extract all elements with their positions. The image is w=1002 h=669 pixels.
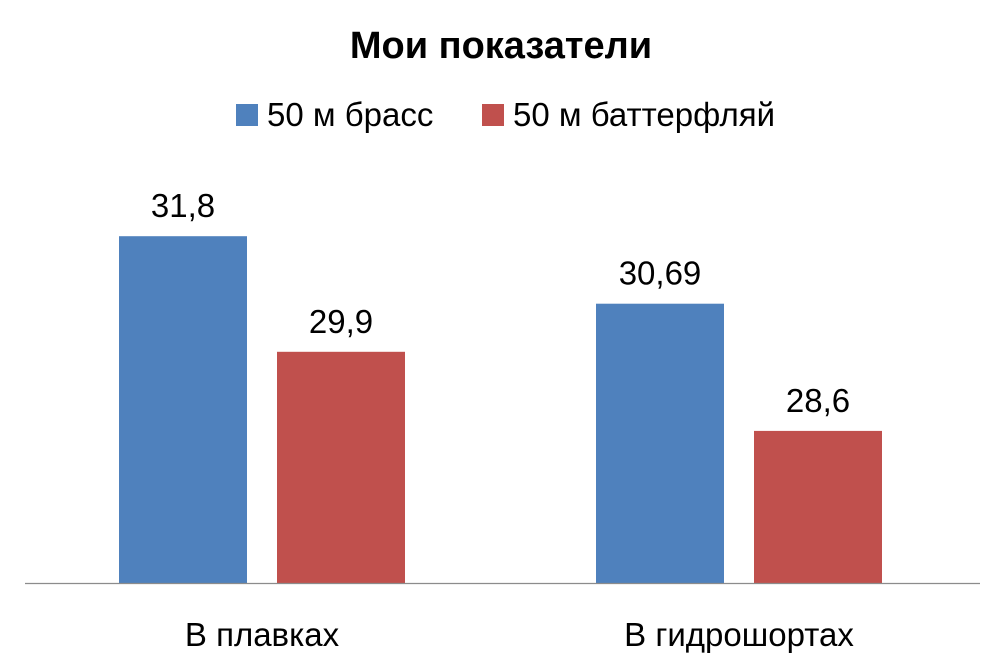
bars: [119, 236, 882, 583]
bar-butterfly-1: [277, 351, 405, 583]
legend-label-butterfly: 50 м баттерфляй: [513, 96, 775, 133]
data-label-butterfly-1: 29,9: [309, 303, 373, 340]
legend-swatch-butterfly: [482, 104, 504, 126]
chart-title: Мои показатели: [350, 25, 652, 67]
bar-butterfly-2: [754, 430, 882, 583]
data-label-brass-2: 30,69: [619, 255, 702, 292]
data-label-brass-1: 31,8: [151, 187, 215, 224]
legend-swatch-brass: [236, 104, 258, 126]
x-axis-tick-labels: В плавках В гидрошортах: [185, 616, 854, 653]
data-labels: 31,8 29,9 30,69 28,6: [151, 187, 850, 419]
bar-brass-2: [596, 303, 724, 583]
legend: 50 м брасс 50 м баттерфляй: [236, 96, 775, 133]
legend-label-brass: 50 м брасс: [267, 96, 433, 133]
data-label-butterfly-2: 28,6: [786, 382, 850, 419]
x-tick-label-1: В плавках: [185, 616, 340, 653]
x-tick-label-2: В гидрошортах: [624, 616, 854, 653]
plot-area: 31,8 29,9 30,69 28,6 В плавках В гидрошортах: [25, 187, 980, 653]
bar-brass-1: [119, 236, 247, 583]
